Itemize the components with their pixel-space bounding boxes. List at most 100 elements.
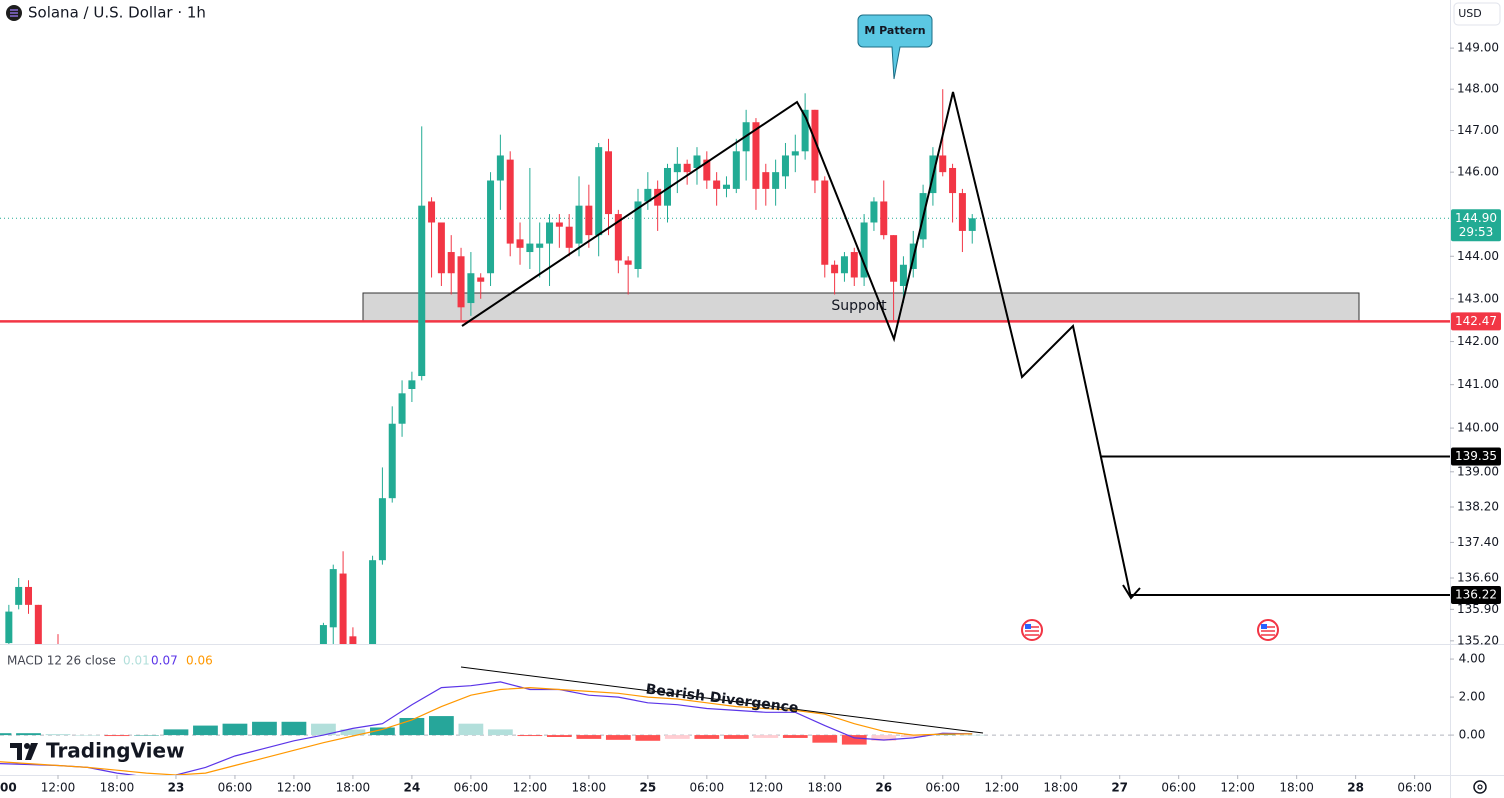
x-tick-label: 18:00 xyxy=(100,781,135,795)
chart-title: Solana / U.S. Dollar · 1h xyxy=(28,4,206,22)
arrow-head xyxy=(1122,584,1141,600)
x-tick-label: 18:00 xyxy=(336,781,371,795)
brand-name: TradingView xyxy=(46,739,185,763)
candle-body xyxy=(644,188,652,202)
candle-body xyxy=(349,636,357,644)
header: Solana / U.S. Dollar · 1h USD xyxy=(6,2,1501,26)
histogram-bar xyxy=(487,729,513,736)
price-tag-label: 136.22 xyxy=(1455,588,1497,602)
histogram-bar xyxy=(782,735,808,738)
event-icon[interactable] xyxy=(1021,619,1043,641)
candle-body xyxy=(329,569,337,628)
settings-icon[interactable] xyxy=(1473,780,1487,794)
price-tag-label: 144.90 xyxy=(1455,211,1497,225)
candle-body xyxy=(15,586,23,605)
x-tick-label: 23 xyxy=(168,781,185,795)
candle-body xyxy=(860,222,868,278)
candle-body xyxy=(477,277,485,282)
brand-icon xyxy=(10,743,22,760)
histogram-bar xyxy=(871,735,897,741)
candle-body xyxy=(772,172,780,189)
candle-body xyxy=(408,380,416,389)
candle-body xyxy=(546,222,554,244)
x-tick-label: 12:00 xyxy=(984,781,1019,795)
histogram-bar xyxy=(311,723,336,736)
x-tick-label: 18:00 xyxy=(1043,781,1078,795)
y-tick-label: 138.20 xyxy=(1457,499,1499,513)
candle-body xyxy=(605,151,613,215)
candle-body xyxy=(890,235,898,282)
histogram-bar xyxy=(134,735,159,736)
support-zone[interactable] xyxy=(362,292,1360,322)
candle-body xyxy=(791,151,799,156)
x-tick-label: 00 xyxy=(0,781,17,795)
price-tag xyxy=(1451,586,1501,605)
candle-body xyxy=(5,611,13,644)
x-tick-label: 06:00 xyxy=(218,781,253,795)
y-tick-label: 4.00 xyxy=(1459,652,1486,666)
histogram-bar xyxy=(576,735,602,739)
candle-body xyxy=(899,264,907,286)
pattern-path[interactable] xyxy=(461,91,1132,599)
y-tick-label: 148.00 xyxy=(1457,82,1499,96)
callout[interactable] xyxy=(857,14,933,80)
y-tick-label: 135.90 xyxy=(1457,602,1499,616)
y-tick-label: 2.00 xyxy=(1459,690,1486,704)
currency-button[interactable] xyxy=(1453,2,1501,26)
candle-body xyxy=(536,243,544,248)
candle-body xyxy=(713,180,721,189)
histogram-bar xyxy=(605,735,631,740)
candle-body xyxy=(958,193,966,231)
candle-body xyxy=(703,159,711,181)
candle-body xyxy=(762,172,770,189)
candle-body xyxy=(585,205,593,236)
candle-body xyxy=(949,167,957,194)
histogram-bar xyxy=(16,733,41,736)
histogram-bar xyxy=(723,735,749,739)
candle-body xyxy=(595,147,603,236)
candle-body xyxy=(378,498,386,561)
candle-body xyxy=(506,159,514,244)
candle-body xyxy=(388,423,396,499)
histogram-bar xyxy=(399,717,425,736)
histogram-bar xyxy=(664,735,690,739)
macd-title: MACD 12 26 close xyxy=(7,654,116,668)
axes: 149.00 148.00 147.00 146.00 144.00 143.00 142.… xyxy=(0,41,1499,795)
histogram-bar xyxy=(694,735,720,739)
price-tag xyxy=(1451,209,1501,242)
price-tag xyxy=(1451,447,1501,466)
divergence-line[interactable] xyxy=(460,666,984,734)
candle-body xyxy=(418,205,426,377)
histogram-bar xyxy=(812,735,838,743)
symbol-logo-mark xyxy=(10,9,18,17)
candle-body xyxy=(634,201,642,269)
y-tick-label: 135.20 xyxy=(1457,633,1499,647)
candle-body xyxy=(339,573,347,644)
event-icon[interactable] xyxy=(1257,619,1279,641)
price-tag xyxy=(1451,312,1501,331)
histogram-bar xyxy=(900,735,926,737)
brand-icon xyxy=(25,743,38,760)
candle-body xyxy=(25,586,33,605)
histogram-bar xyxy=(370,727,395,736)
histogram-bar xyxy=(193,725,218,736)
histogram-bar xyxy=(281,721,307,736)
candle-body xyxy=(663,167,671,206)
candle-body xyxy=(939,155,947,173)
x-tick-label: 18:00 xyxy=(572,781,607,795)
candle-body xyxy=(732,151,740,189)
candle-body xyxy=(673,163,681,173)
support-label: Support xyxy=(831,298,887,314)
histogram-bar xyxy=(163,729,189,736)
x-tick-label: 12:00 xyxy=(41,781,76,795)
currency-label: USD xyxy=(1458,7,1482,20)
y-tick-label: 147.00 xyxy=(1457,123,1499,137)
candle-body xyxy=(811,109,819,181)
candle-body xyxy=(654,188,662,206)
x-tick-label: 26 xyxy=(875,781,892,795)
histogram-bar xyxy=(0,733,12,736)
candle-body xyxy=(496,155,504,181)
candle-body xyxy=(850,252,858,278)
price-panel xyxy=(0,89,1450,644)
histogram-bar xyxy=(517,735,543,737)
